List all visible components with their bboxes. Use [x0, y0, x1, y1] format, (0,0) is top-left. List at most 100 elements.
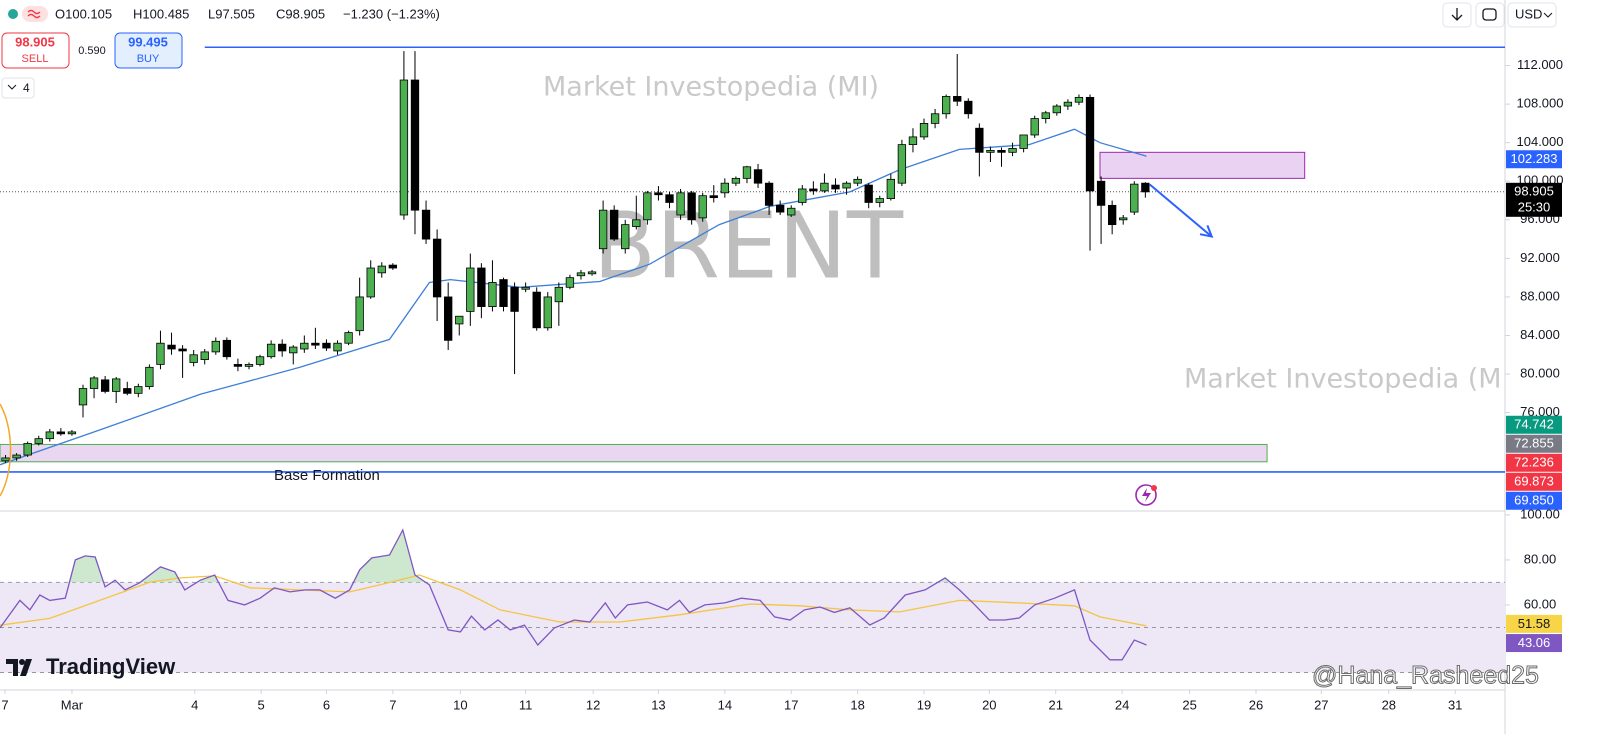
indicators-count: 4 — [23, 81, 30, 95]
candle-body — [112, 378, 121, 392]
candle-body — [432, 238, 442, 298]
candle-body — [388, 264, 398, 269]
price-badge-label: 98.905 — [1514, 184, 1554, 199]
candle-body — [1074, 96, 1084, 103]
candle-body — [167, 344, 176, 350]
candle-body — [576, 272, 586, 277]
candle-body — [1119, 217, 1128, 221]
alert-dot — [1151, 485, 1157, 491]
watermark-brand: Market Investopedia (MI) — [543, 72, 879, 103]
currency: USD — [1515, 6, 1542, 21]
price-badge — [1506, 491, 1562, 510]
value-badge-label: 43.06 — [1518, 635, 1551, 650]
candle-body — [1085, 96, 1095, 192]
candle-body — [266, 343, 276, 358]
candle-body — [189, 354, 198, 363]
x-tick-label: 10 — [453, 697, 467, 712]
candle-body — [289, 346, 298, 354]
candle-body — [510, 286, 519, 312]
zone — [0, 443, 1268, 463]
arrow-head — [1199, 225, 1214, 238]
candle-body — [986, 149, 995, 153]
x-tick-label: 17 — [784, 697, 798, 712]
indicators-caret — [7, 84, 17, 90]
candle-body — [919, 123, 929, 138]
price-badge — [1506, 434, 1562, 453]
candle-body — [632, 219, 641, 227]
y-tick-label: 92.000 — [1520, 250, 1560, 265]
indicators-toggle[interactable] — [1, 77, 35, 99]
candle-body — [1130, 183, 1139, 213]
zone — [1099, 151, 1306, 179]
currency-caret — [1543, 12, 1553, 18]
candle-body — [676, 192, 685, 216]
candle-body — [798, 188, 807, 203]
candle-body — [776, 204, 785, 213]
candle-body — [134, 386, 143, 394]
spread: 0.590 — [78, 45, 106, 57]
y-tick-label: 80.00 — [1524, 551, 1557, 566]
candle-body — [67, 431, 77, 435]
candle-body — [410, 79, 420, 211]
highlight-circle — [0, 403, 12, 497]
candle-body — [200, 351, 209, 361]
candle-body — [1141, 182, 1150, 193]
price-badge — [1506, 182, 1562, 217]
x-tick-label: 19 — [917, 697, 931, 712]
axes: 112.000108.000104.000100.00096.00092.000… — [1, 57, 1563, 712]
fullscreen-button[interactable] — [1475, 2, 1505, 28]
buy-button[interactable] — [114, 32, 183, 69]
y-tick-label: 100.00 — [1520, 506, 1560, 521]
candle-body — [1107, 204, 1117, 226]
candle-body — [554, 286, 564, 303]
sell-button[interactable] — [1, 32, 70, 69]
candle-body — [466, 267, 475, 312]
candle-body — [610, 209, 619, 240]
watermark-symbol: BRENT — [593, 192, 904, 299]
candle-body — [355, 296, 364, 332]
candle-body — [930, 113, 940, 124]
x-tick-label: 7 — [389, 697, 396, 712]
candle-body — [156, 342, 165, 365]
countdown: 25:30 — [1518, 200, 1551, 215]
candle-body — [831, 184, 840, 190]
annotation: Base Formation — [274, 467, 380, 484]
x-tick-label: 4 — [191, 697, 198, 712]
candle-body — [45, 431, 54, 440]
alert-icon[interactable] — [1135, 484, 1157, 506]
price-badge-label: 69.873 — [1514, 474, 1554, 489]
candle-body — [698, 195, 707, 219]
credit: @Hana_Rasheed25 — [1312, 662, 1539, 690]
candle-body — [311, 342, 320, 346]
logo: TradingView — [46, 654, 176, 679]
price-badge-label: 72.855 — [1514, 436, 1554, 451]
candle-body — [886, 178, 895, 200]
x-tick-label: 28 — [1382, 697, 1396, 712]
x-tick-label: 27 — [1314, 697, 1328, 712]
x-tick-label: 31 — [1448, 697, 1462, 712]
candle-body — [399, 79, 409, 216]
candle-body — [964, 100, 973, 115]
candle-body — [100, 379, 110, 392]
currency-button[interactable] — [1507, 2, 1557, 28]
watermark-brand: Market Investopedia (M — [1184, 364, 1502, 395]
ohlc-open: O100.105 — [55, 6, 112, 21]
candle-body — [455, 315, 464, 325]
arrow — [1149, 183, 1213, 238]
logo-dot — [19, 659, 25, 665]
candle-body — [709, 195, 718, 199]
x-tick-label: 26 — [1249, 697, 1263, 712]
ohlc-low: L97.505 — [208, 6, 255, 21]
candle-body — [532, 291, 541, 329]
x-tick-label: 7 — [1, 697, 8, 712]
candle-body — [488, 282, 497, 307]
candle-body — [521, 286, 530, 290]
candle-body — [1030, 118, 1039, 136]
value-badge — [1506, 634, 1562, 653]
candle-body — [731, 177, 741, 184]
candle-body — [654, 192, 663, 196]
y-tick-label: 88.000 — [1520, 288, 1560, 303]
price-badge-label: 102.283 — [1511, 151, 1558, 166]
candle-body — [764, 182, 774, 206]
x-tick-label: 18 — [850, 697, 864, 712]
